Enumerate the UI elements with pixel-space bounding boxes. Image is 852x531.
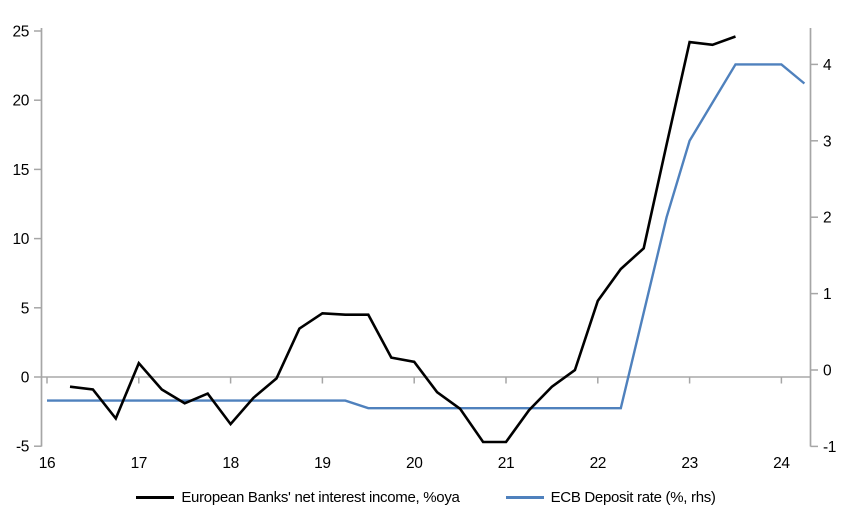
chart-legend: European Banks' net interest income, %oy… — [0, 489, 852, 506]
left-axis-tick-label: 10 — [13, 231, 30, 248]
right-axis-tick-label: 0 — [823, 363, 832, 380]
x-axis-tick-label: 22 — [590, 455, 606, 472]
legend-label-nii: European Banks' net interest income, %oy… — [181, 489, 460, 506]
legend-label-ecb: ECB Deposit rate (%, rhs) — [550, 489, 716, 506]
left-axis-tick-label: 5 — [21, 300, 29, 317]
left-axis-tick-label: 0 — [21, 370, 30, 387]
legend-item-ecb: ECB Deposit rate (%, rhs) — [505, 489, 716, 506]
right-axis-tick-label: 4 — [823, 57, 832, 74]
left-axis-tick-label: -5 — [16, 439, 29, 456]
right-axis-tick-label: -1 — [823, 439, 836, 456]
left-axis-tick-label: 25 — [13, 24, 29, 41]
left-axis-tick-label: 20 — [13, 93, 30, 110]
x-axis-tick-label: 23 — [681, 455, 697, 472]
series-line-nii — [69, 35, 736, 444]
x-axis-tick-label: 24 — [773, 455, 790, 472]
right-axis-tick-label: 2 — [823, 210, 831, 227]
right-axis-tick-label: 1 — [823, 286, 831, 303]
legend-line-swatch-ecb — [505, 496, 544, 499]
x-axis-tick-label: 19 — [314, 455, 330, 472]
x-axis-tick-label: 18 — [222, 455, 238, 472]
x-axis-tick-label: 17 — [131, 455, 147, 472]
x-axis-tick-label: 20 — [406, 455, 423, 472]
legend-line-swatch-nii — [136, 496, 175, 499]
left-axis-tick-label: 15 — [13, 162, 29, 179]
right-axis-tick-label: 3 — [823, 133, 831, 150]
x-axis-tick-label: 16 — [39, 455, 55, 472]
x-axis-tick-label: 21 — [498, 455, 514, 472]
legend-item-nii: European Banks' net interest income, %oy… — [136, 489, 460, 506]
series-line-ecb — [47, 63, 806, 410]
